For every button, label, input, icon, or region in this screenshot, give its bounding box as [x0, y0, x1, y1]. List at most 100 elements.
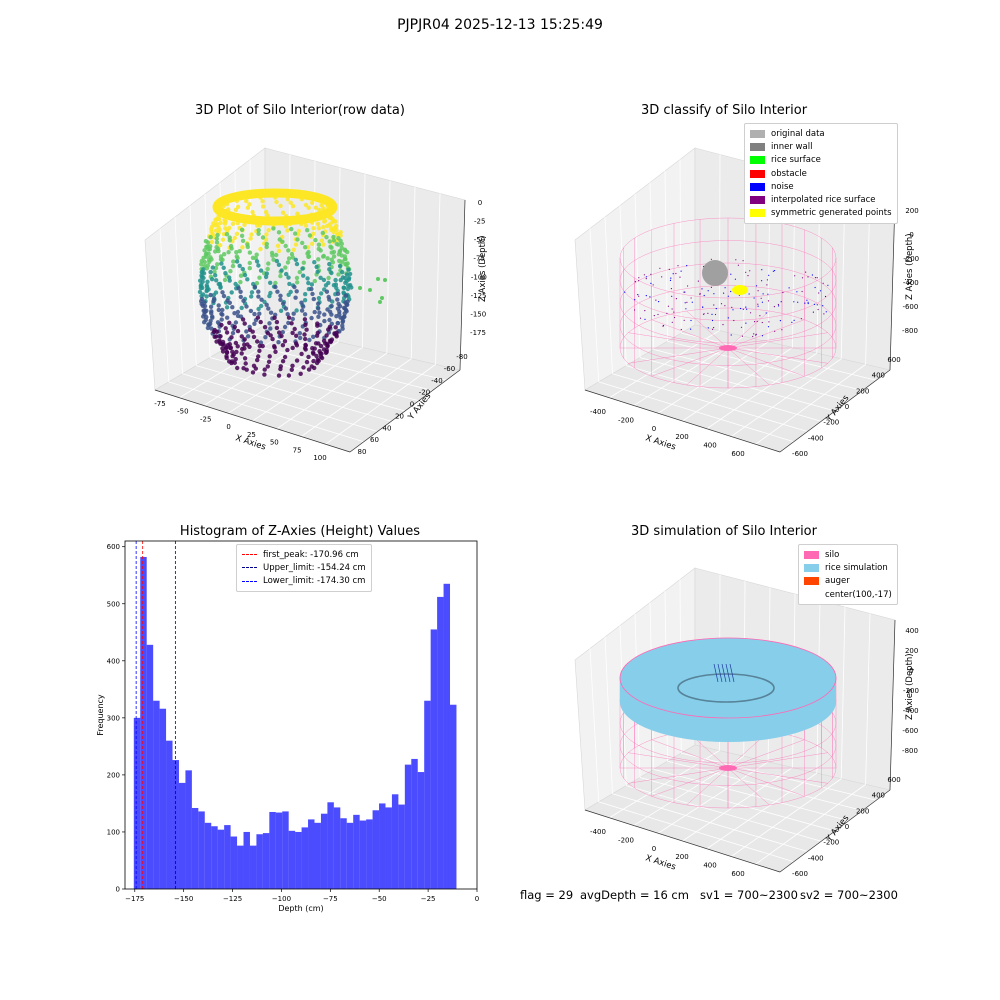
surface-point	[805, 271, 807, 273]
surface-point	[816, 277, 818, 279]
data-point	[280, 330, 285, 335]
data-point	[306, 280, 311, 286]
generated-points	[732, 285, 748, 295]
data-point	[208, 235, 213, 240]
surface-point	[746, 308, 748, 310]
data-point	[328, 244, 333, 249]
data-point	[229, 246, 234, 251]
surface-point	[741, 335, 744, 337]
data-point	[273, 280, 278, 286]
data-point	[256, 289, 261, 294]
data-point	[202, 248, 207, 253]
histogram-bar	[211, 826, 218, 889]
data-point	[211, 221, 216, 226]
surface-point	[801, 290, 803, 293]
surface-point	[804, 302, 806, 304]
surface-point	[661, 276, 663, 278]
data-point	[286, 320, 291, 326]
legend-label: symmetric generated points	[771, 208, 892, 219]
y-tick-label: 400	[872, 372, 885, 380]
surface-point	[710, 286, 712, 288]
data-point	[297, 331, 302, 336]
data-point	[286, 275, 291, 280]
surface-point	[754, 321, 756, 323]
grid-line	[731, 358, 842, 437]
data-point	[314, 353, 319, 359]
data-point	[238, 294, 243, 300]
x-tick-label: −75	[323, 895, 338, 903]
data-point	[216, 224, 221, 230]
x-tick-label: -50	[177, 408, 188, 416]
data-point	[268, 280, 273, 285]
data-point	[315, 269, 320, 274]
surface-point	[817, 308, 819, 311]
surface-point	[679, 276, 681, 278]
surface-point	[788, 287, 790, 289]
x-tick-label: 75	[293, 446, 302, 454]
data-point	[306, 367, 312, 372]
surface-point	[822, 305, 824, 307]
data-point	[250, 255, 256, 260]
legend-label: first_peak: -170.96 cm	[263, 549, 359, 560]
surface-point	[768, 321, 770, 323]
legend-label: noise	[771, 181, 794, 192]
grid-line	[731, 778, 842, 857]
grid-line	[313, 160, 316, 337]
histogram-x-axis-label: Depth (cm)	[278, 904, 323, 913]
data-point	[252, 321, 257, 326]
surface-point	[690, 328, 692, 330]
data-point	[301, 365, 306, 370]
data-point	[236, 286, 241, 291]
surface-point	[644, 310, 646, 312]
surface-point	[800, 318, 802, 320]
data-point	[249, 294, 254, 299]
data-point	[315, 357, 320, 362]
z-tick-label: -50	[474, 236, 485, 244]
data-point	[319, 291, 324, 296]
surface-point	[757, 290, 759, 292]
grid-line	[682, 347, 793, 422]
surface-point	[814, 286, 816, 289]
data-point	[327, 261, 332, 267]
data-point	[240, 245, 245, 250]
data-point	[299, 308, 305, 313]
data-point	[259, 297, 264, 302]
data-point	[209, 277, 215, 282]
data-point	[335, 321, 340, 326]
data-point	[270, 336, 275, 342]
data-point	[229, 335, 234, 340]
surface-point	[827, 284, 829, 286]
histogram-bar	[198, 811, 205, 889]
surface-point	[818, 292, 820, 294]
data-point	[263, 274, 269, 280]
histogram-bar	[372, 810, 380, 889]
data-point	[224, 305, 230, 310]
data-point	[278, 293, 283, 298]
data-point	[233, 320, 239, 325]
histogram-bar	[333, 807, 341, 889]
surface-point	[675, 272, 677, 275]
surface-point	[638, 277, 640, 279]
legend-item: noise	[750, 180, 892, 193]
data-point	[260, 204, 266, 209]
grid-line	[755, 784, 866, 865]
data-point	[247, 266, 252, 271]
surface-point	[684, 302, 686, 304]
data-point	[318, 275, 323, 280]
silo-floor-spoke	[727, 347, 770, 386]
grid-line	[252, 347, 363, 422]
surface-point	[812, 311, 814, 313]
data-point	[239, 233, 245, 238]
data-point	[309, 286, 314, 292]
data-point	[258, 319, 263, 325]
surface-point	[683, 291, 685, 293]
data-point	[336, 301, 341, 307]
histogram-bar	[282, 811, 289, 889]
data-point	[312, 309, 317, 315]
data-point	[257, 311, 262, 316]
data-point	[256, 294, 261, 299]
surface-point	[752, 335, 754, 338]
sv2-text: sv2 = 700~2300	[800, 888, 898, 902]
data-point	[339, 253, 344, 258]
